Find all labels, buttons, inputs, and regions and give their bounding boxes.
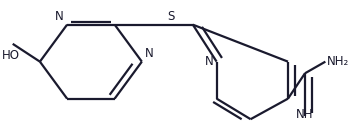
Text: NH: NH bbox=[296, 108, 314, 121]
Text: HO: HO bbox=[2, 49, 20, 62]
Text: S: S bbox=[167, 10, 175, 23]
Text: N: N bbox=[55, 10, 64, 23]
Text: NH₂: NH₂ bbox=[327, 55, 349, 68]
Text: N: N bbox=[205, 55, 213, 68]
Text: N: N bbox=[145, 47, 154, 60]
